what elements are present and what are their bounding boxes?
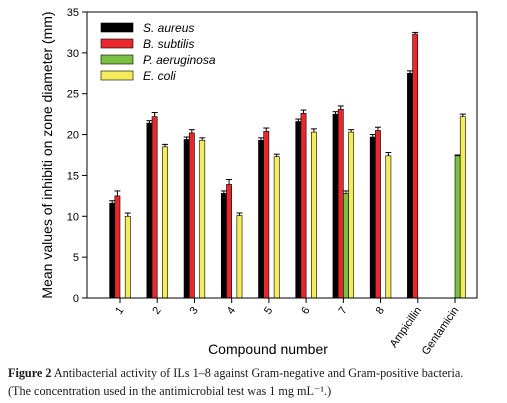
bar-1-3 (226, 184, 232, 299)
x-tick-label: 6 (299, 305, 312, 317)
bar-0-8 (407, 72, 413, 299)
bar-0-5 (295, 121, 302, 299)
x-tick-label: 4 (225, 305, 238, 317)
x-tick-label: 2 (150, 305, 163, 317)
caption-text-2: (The concentration used in the antimicro… (8, 384, 332, 398)
legend-swatch-3 (100, 70, 134, 81)
x-tick-label: Gentamicin (420, 305, 462, 357)
y-tick-label: 20 (67, 130, 79, 142)
bar-0-2 (183, 139, 190, 299)
bar-0-6 (332, 113, 339, 299)
x-tick-label: 1 (113, 305, 126, 317)
legend-swatch-1 (100, 38, 134, 49)
caption-line-2: (The concentration used in the antimicro… (8, 382, 500, 400)
y-tick-label: 10 (67, 211, 79, 223)
x-tick-label: 8 (374, 305, 387, 317)
legend: S. aureus B. subtilis P. aeruginosa E. coli (100, 21, 216, 83)
plot-frame (86, 11, 478, 299)
caption-text-1: Antibacterial activity of ILs 1–8 agains… (53, 366, 464, 380)
y-axis-label: Mean values of inhibiti on zone diameter… (39, 11, 55, 298)
bar-0-1 (146, 122, 153, 299)
x-tick-label: Ampicillin (388, 305, 424, 350)
bar-0-7 (369, 136, 376, 299)
bar-1-5 (300, 113, 307, 299)
figure-caption: Figure 2 Antibacterial activity of ILs 1… (8, 364, 500, 400)
x-tick-label: 7 (336, 305, 349, 317)
bar-3-7 (385, 155, 392, 299)
bar-1-0 (114, 195, 121, 299)
bar-1-2 (188, 132, 195, 299)
caption-figure-label: Figure 2 (8, 366, 52, 380)
bar-1-6 (337, 108, 344, 299)
bar-0-3 (220, 193, 227, 299)
bar-3-3 (236, 215, 243, 299)
bar-3-6 (348, 131, 355, 299)
y-tick-label: 30 (67, 48, 79, 60)
bar-1-7 (375, 130, 381, 299)
legend-label-3: E. coli (143, 69, 176, 83)
error-bars-layer (109, 31, 466, 217)
bar-1-8 (412, 33, 419, 299)
legend-swatch-2 (100, 54, 134, 65)
bar-3-2 (199, 139, 206, 299)
bar-0-0 (109, 202, 116, 299)
chart-area: 0 5 10 15 20 25 30 35 1 2 3 4 5 6 7 8 Ampicillin Gentami… (39, 7, 478, 357)
x-axis-label: Compound number (208, 341, 328, 357)
y-axis: 0 5 10 15 20 25 30 35 (67, 7, 87, 305)
caption-line-1: Figure 2 Antibacterial activity of ILs 1… (8, 364, 500, 382)
legend-label-2: P. aeruginosa (143, 53, 216, 67)
y-tick-label: 25 (67, 89, 79, 101)
y-tick-label: 0 (73, 293, 79, 305)
y-tick-label: 15 (67, 170, 79, 182)
bar-3-4 (273, 156, 280, 299)
legend-label-0: S. aureus (143, 21, 194, 35)
x-tick-label: 3 (188, 305, 201, 317)
bar-2-9 (454, 155, 461, 299)
y-tick-label: 35 (67, 7, 79, 19)
bar-3-5 (311, 131, 317, 299)
bar-0-4 (258, 139, 264, 299)
bar-3-0 (124, 215, 131, 299)
legend-label-1: B. subtilis (143, 37, 194, 51)
bar-1-1 (151, 116, 158, 299)
bar-3-1 (162, 146, 168, 299)
y-tick-label: 5 (73, 252, 79, 264)
bar-3-9 (459, 116, 466, 299)
bar-1-4 (263, 131, 270, 299)
legend-swatch-0 (100, 22, 134, 33)
bar-2-6 (343, 193, 349, 299)
bar-chart: 0 5 10 15 20 25 30 35 1 2 3 4 5 6 7 8 AmpicillinGentami… (39, 7, 478, 357)
x-tick-label: 5 (262, 305, 275, 317)
